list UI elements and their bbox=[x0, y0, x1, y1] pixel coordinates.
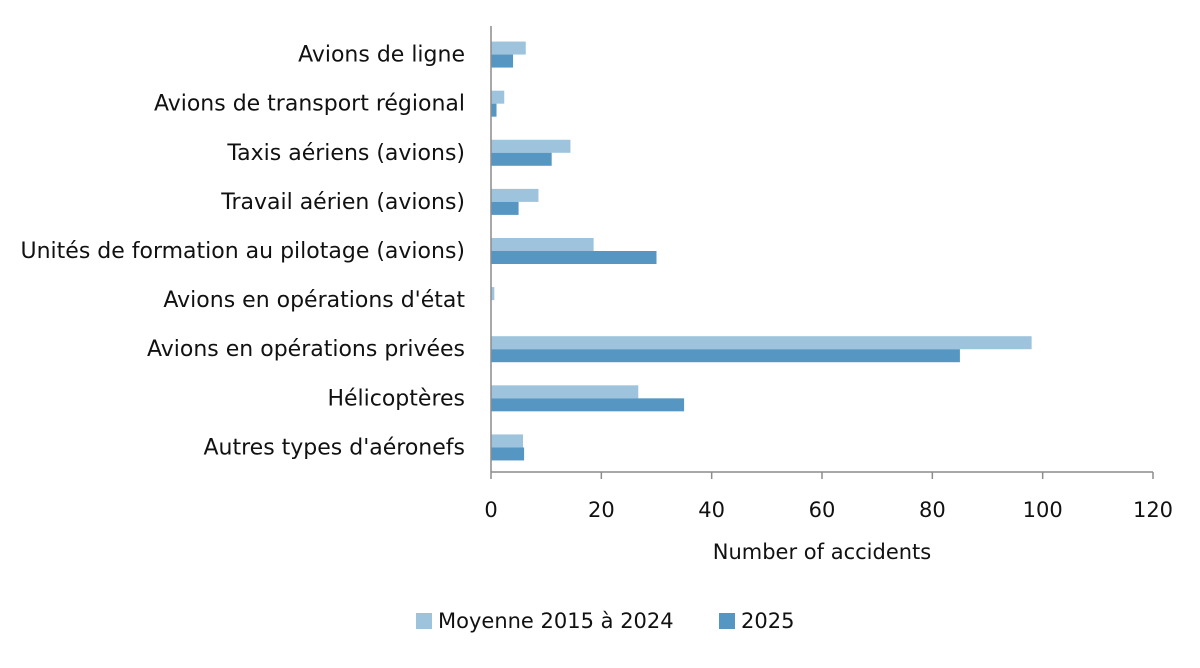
bar-year-4 bbox=[491, 251, 657, 264]
x-tick-label: 120 bbox=[1133, 498, 1173, 522]
category-label: Taxis aériens (avions) bbox=[226, 141, 465, 166]
bar-year-7 bbox=[491, 398, 685, 412]
category-label: Avions de ligne bbox=[298, 43, 465, 68]
x-tick-label: 60 bbox=[809, 498, 836, 522]
bar-average-1 bbox=[491, 90, 505, 104]
bar-average-4 bbox=[491, 238, 594, 251]
x-axis-title: Number of accidents bbox=[713, 540, 931, 564]
bar-year-1 bbox=[491, 103, 497, 117]
category-label: Hélicoptères bbox=[327, 386, 465, 411]
legend-swatch-year bbox=[719, 613, 735, 629]
category-label: Unités de formation au pilotage (avions) bbox=[21, 239, 466, 264]
bar-year-8 bbox=[491, 447, 525, 461]
category-label: Avions en opérations privées bbox=[147, 337, 465, 362]
category-label: Avions en opérations d'état bbox=[163, 288, 465, 313]
bar-average-2 bbox=[491, 139, 571, 153]
bar-year-6 bbox=[491, 349, 960, 363]
bar-average-5 bbox=[491, 287, 495, 301]
legend-swatch-average bbox=[416, 613, 432, 629]
legend: Moyenne 2015 à 2024 2025 bbox=[416, 609, 794, 633]
bars-group bbox=[491, 41, 1032, 461]
legend-label-year: 2025 bbox=[741, 609, 794, 633]
x-tick-label: 100 bbox=[1023, 498, 1063, 522]
bar-average-6 bbox=[491, 336, 1032, 350]
bar-average-3 bbox=[491, 188, 539, 202]
bar-average-0 bbox=[491, 41, 526, 55]
category-labels: Avions de ligne Avions de transport régio… bbox=[21, 43, 466, 461]
x-ticks: 0 20 40 60 80 100 120 bbox=[484, 472, 1173, 522]
category-label: Travail aérien (avions) bbox=[220, 190, 465, 215]
x-tick-label: 20 bbox=[588, 498, 615, 522]
bar-year-2 bbox=[491, 152, 552, 166]
bar-year-0 bbox=[491, 54, 514, 68]
legend-label-average: Moyenne 2015 à 2024 bbox=[438, 609, 674, 633]
bar-average-8 bbox=[491, 434, 523, 448]
x-tick-label: 80 bbox=[919, 498, 946, 522]
category-label: Avions de transport régional bbox=[154, 92, 465, 117]
bar-year-3 bbox=[491, 201, 519, 215]
bar-average-7 bbox=[491, 385, 639, 399]
x-tick-label: 40 bbox=[698, 498, 725, 522]
category-label: Autres types d'aéronefs bbox=[203, 435, 465, 460]
x-tick-label: 0 bbox=[484, 498, 497, 522]
